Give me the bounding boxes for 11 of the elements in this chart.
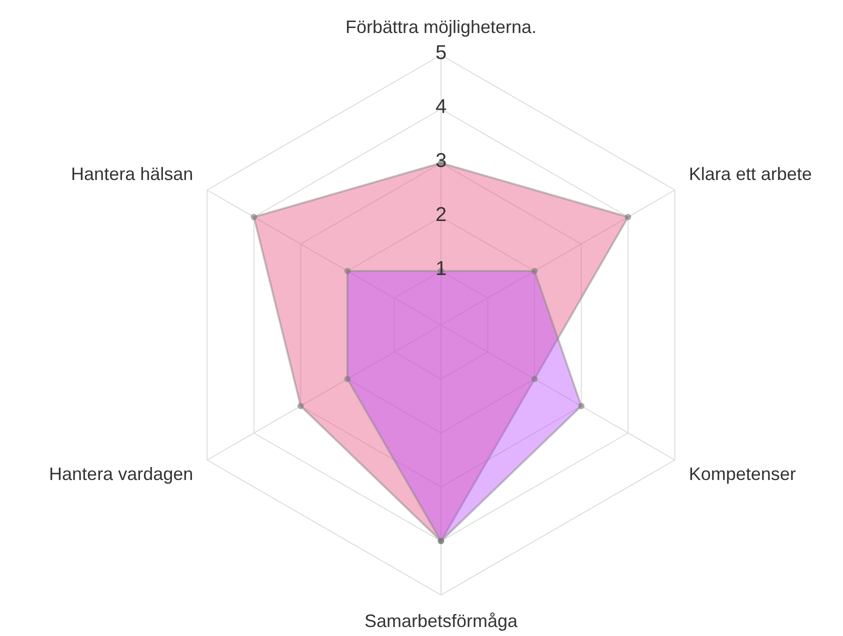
spoke-label: Hantera vardagen: [49, 464, 194, 484]
y-tick-label: 2: [435, 204, 447, 226]
spoke-label: Klara ett arbete: [688, 164, 812, 184]
spoke-label: Förbättra möjligheterna.: [345, 17, 537, 37]
spoke-label: Kompetenser: [688, 464, 796, 484]
y-tick-label: 3: [435, 150, 447, 172]
spoke-label: Samarbetsförmåga: [364, 611, 519, 631]
spoke-label: Hantera hälsan: [71, 164, 194, 184]
y-tick-label: 4: [435, 96, 447, 118]
y-tick-label: 1: [435, 258, 447, 280]
y-tick-label: 5: [435, 42, 447, 64]
